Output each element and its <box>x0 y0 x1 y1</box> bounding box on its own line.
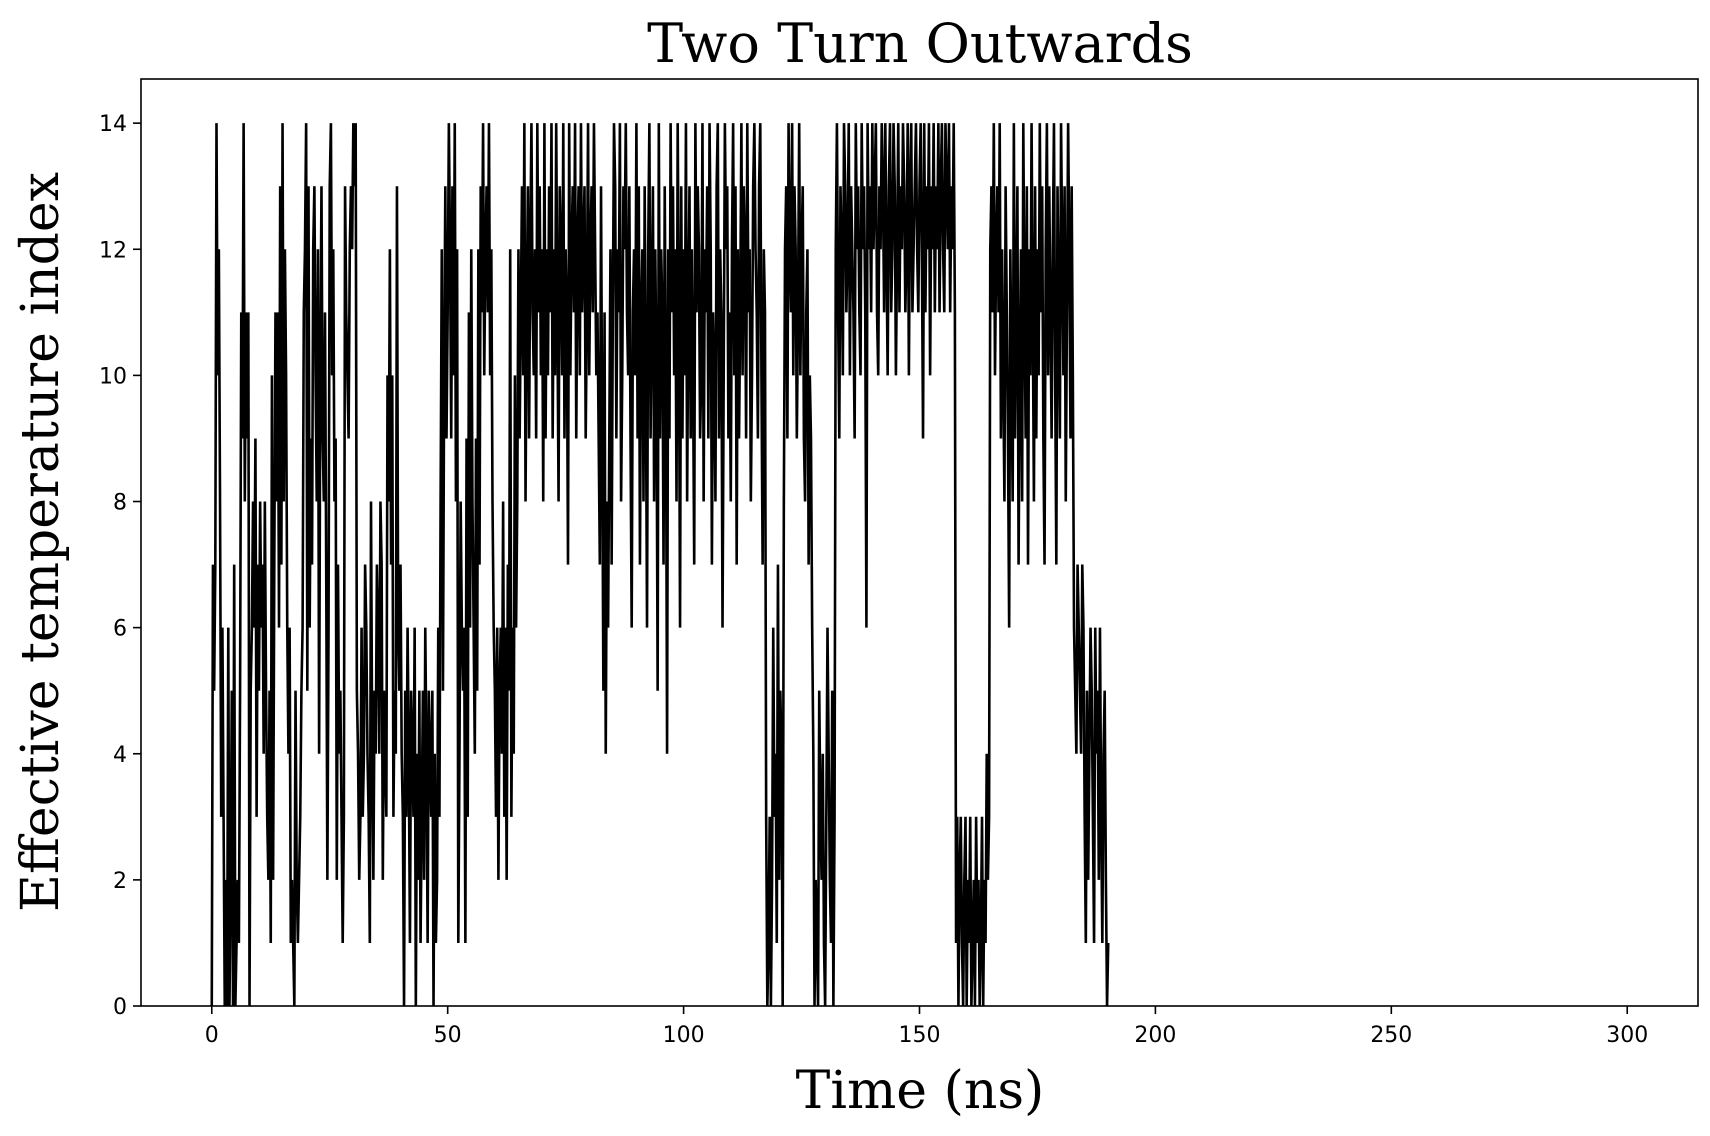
x-axis-label: Time (ns) <box>796 1061 1045 1121</box>
y-tick-label: 0 <box>113 995 127 1020</box>
x-tick-label: 0 <box>205 1023 219 1048</box>
x-axis: 0 50 100 150 200 250 300 <box>205 1006 1648 1048</box>
y-tick-label: 8 <box>113 491 127 516</box>
x-tick-label: 200 <box>1134 1023 1176 1048</box>
x-tick-label: 150 <box>899 1023 941 1048</box>
y-tick-label: 2 <box>113 869 127 894</box>
y-axis-label: Effective temperature index <box>11 172 71 912</box>
series-line <box>210 123 1110 1007</box>
y-tick-label: 14 <box>99 112 127 137</box>
y-tick-label: 6 <box>113 617 127 642</box>
y-tick-label: 12 <box>99 238 127 263</box>
x-tick-label: 100 <box>663 1023 705 1048</box>
chart-title: Two Turn Outwards <box>647 12 1193 75</box>
y-tick-label: 4 <box>113 743 127 768</box>
plot-area <box>140 78 1699 1007</box>
x-tick-label: 250 <box>1370 1023 1412 1048</box>
x-tick-label: 300 <box>1606 1023 1648 1048</box>
x-tick-label: 50 <box>434 1023 462 1048</box>
y-axis: 0 2 4 6 8 10 12 14 <box>99 112 141 1020</box>
y-tick-label: 10 <box>99 364 127 389</box>
